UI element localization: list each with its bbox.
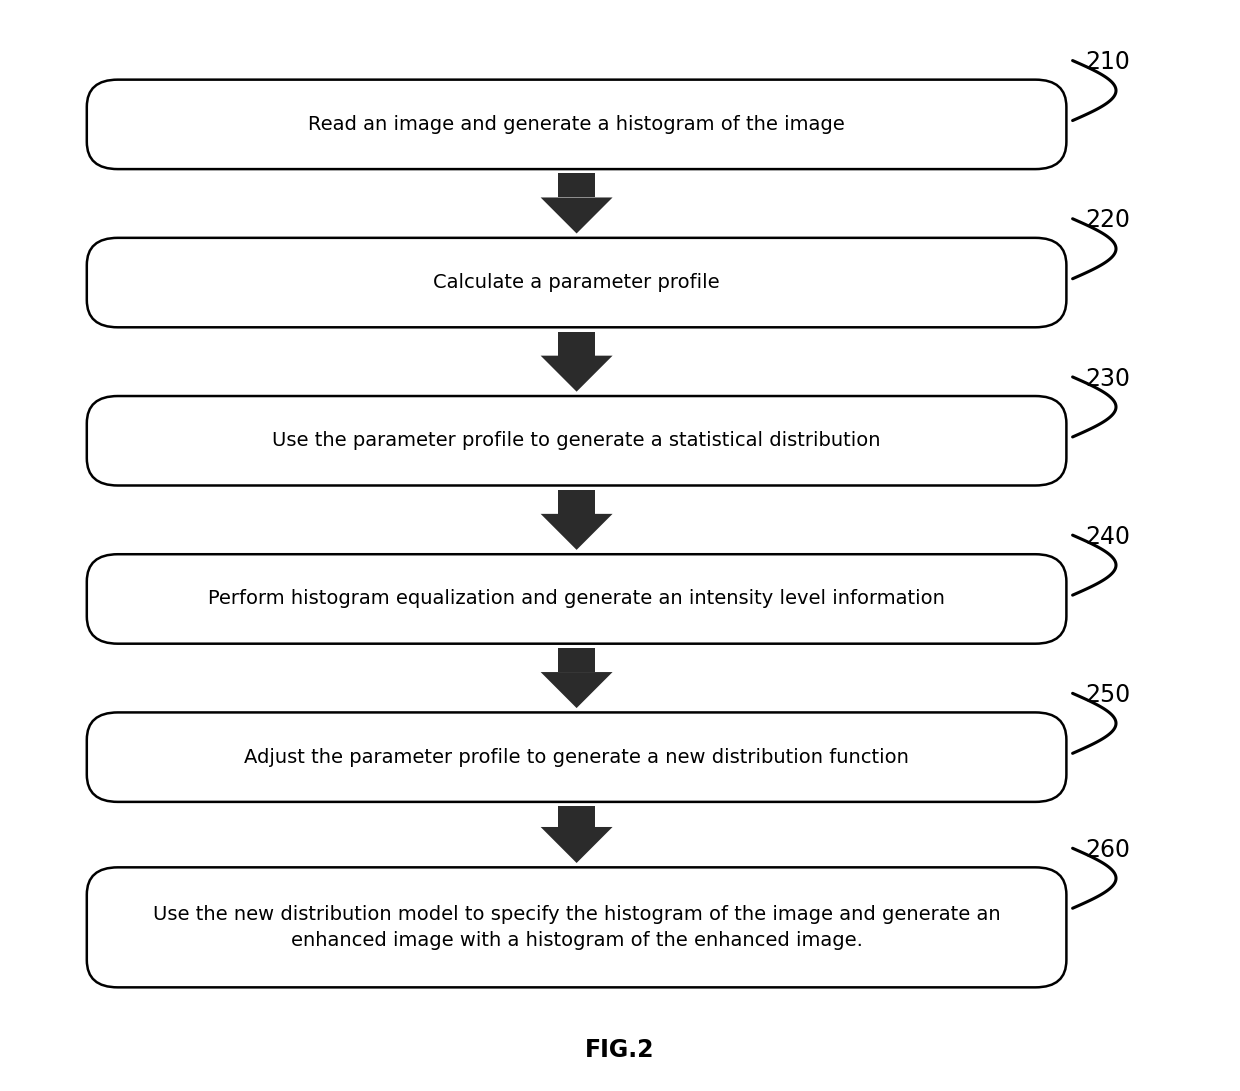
Text: Use the parameter profile to generate a statistical distribution: Use the parameter profile to generate a … (273, 431, 880, 451)
FancyBboxPatch shape (558, 806, 595, 827)
Text: 220: 220 (1085, 208, 1130, 232)
Text: Perform histogram equalization and generate an intensity level information: Perform histogram equalization and gener… (208, 589, 945, 609)
Text: 260: 260 (1085, 838, 1130, 862)
Text: 210: 210 (1085, 50, 1130, 74)
FancyBboxPatch shape (558, 173, 595, 197)
Text: 250: 250 (1085, 683, 1130, 707)
FancyBboxPatch shape (87, 867, 1066, 987)
Text: 230: 230 (1085, 367, 1130, 391)
Polygon shape (541, 827, 613, 863)
FancyBboxPatch shape (558, 648, 595, 672)
Text: FIG.2: FIG.2 (585, 1038, 655, 1062)
FancyBboxPatch shape (87, 712, 1066, 802)
Polygon shape (541, 356, 613, 392)
Polygon shape (541, 197, 613, 233)
FancyBboxPatch shape (87, 554, 1066, 644)
Text: 240: 240 (1085, 525, 1130, 549)
Text: Use the new distribution model to specify the histogram of the image and generat: Use the new distribution model to specif… (153, 904, 1001, 950)
Text: Read an image and generate a histogram of the image: Read an image and generate a histogram o… (309, 115, 844, 134)
Polygon shape (541, 514, 613, 550)
FancyBboxPatch shape (558, 332, 595, 356)
Polygon shape (541, 672, 613, 708)
FancyBboxPatch shape (558, 490, 595, 514)
FancyBboxPatch shape (87, 238, 1066, 327)
FancyBboxPatch shape (87, 80, 1066, 169)
Text: Adjust the parameter profile to generate a new distribution function: Adjust the parameter profile to generate… (244, 747, 909, 767)
Text: Calculate a parameter profile: Calculate a parameter profile (433, 273, 720, 292)
FancyBboxPatch shape (87, 396, 1066, 485)
